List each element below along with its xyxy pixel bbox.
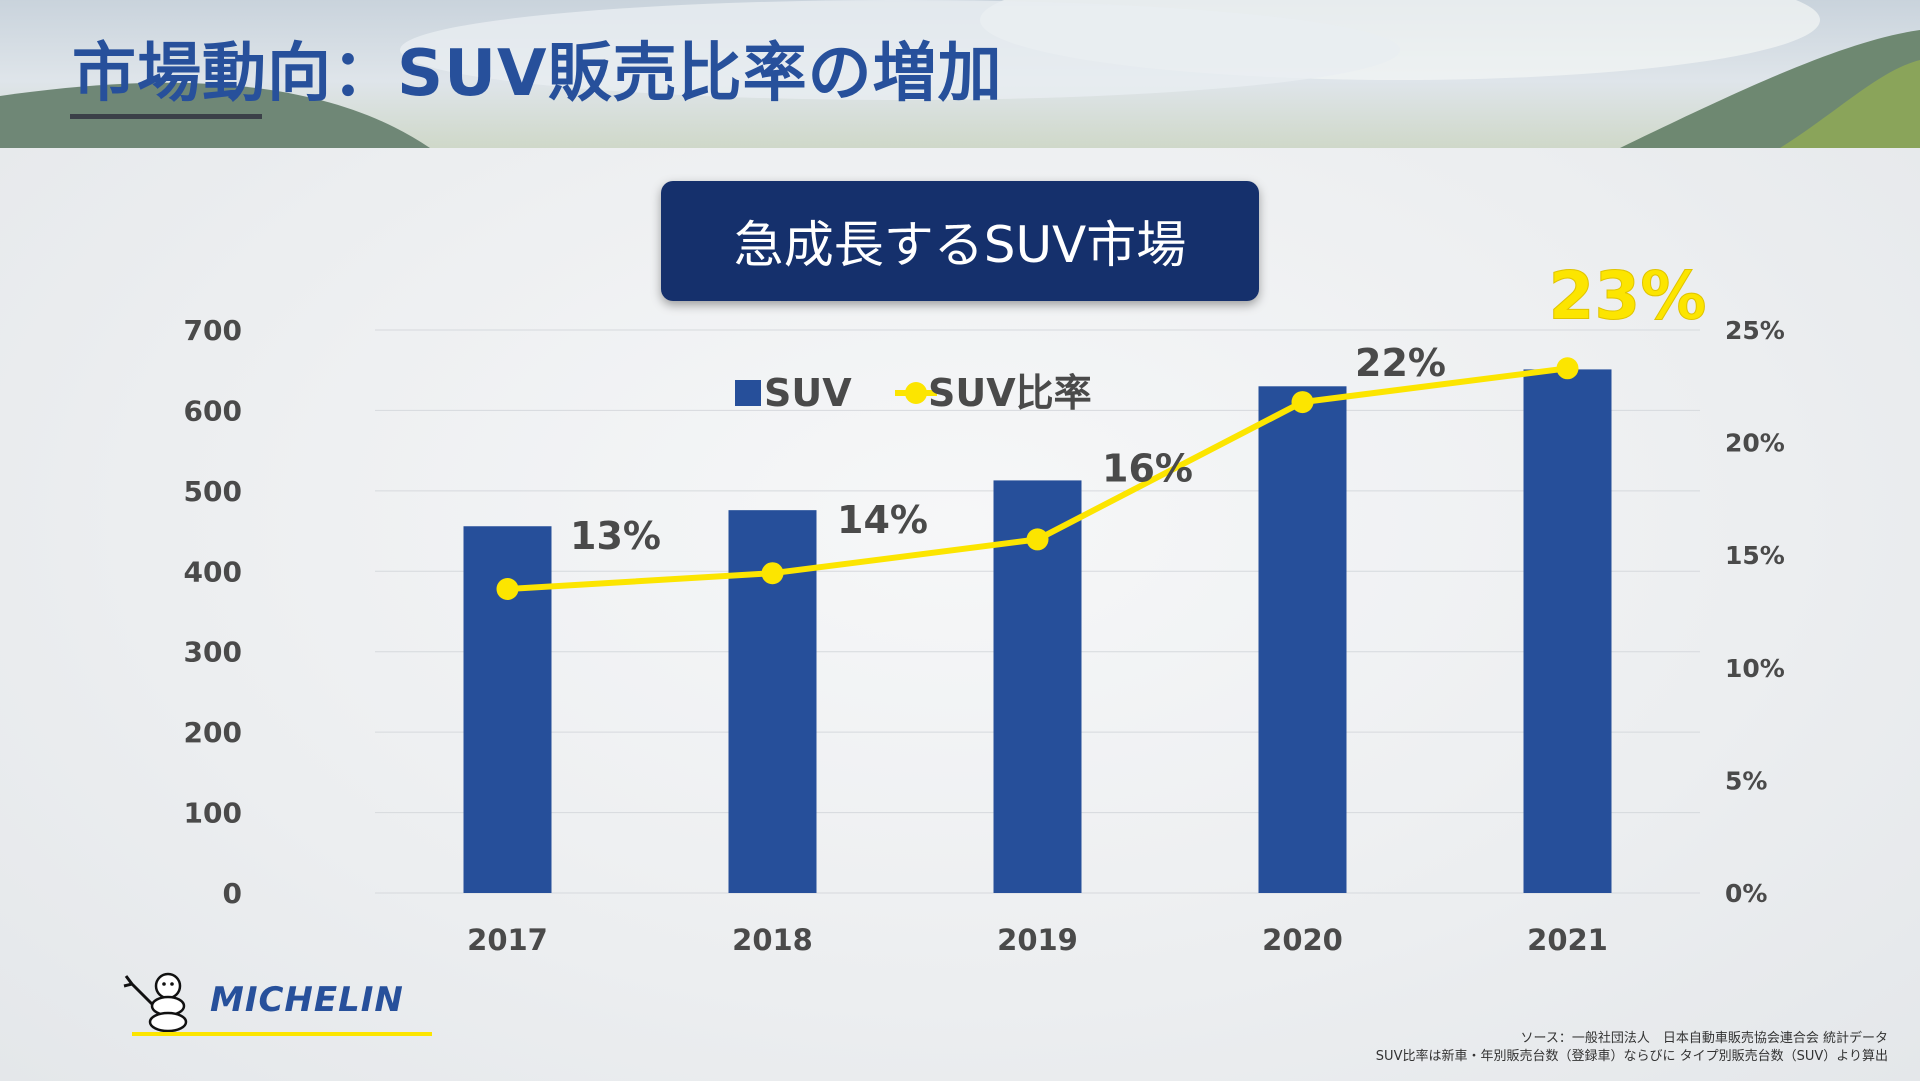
y-left-tick-label: 0: [223, 877, 242, 910]
x-tick-label: 2018: [732, 923, 813, 957]
y-left-tick-label: 400: [184, 555, 242, 588]
data-label: 22%: [1355, 341, 1446, 385]
x-tick-label: 2019: [997, 923, 1078, 957]
data-label: 14%: [837, 498, 928, 542]
point-suv-ratio: [1026, 528, 1049, 551]
logo-text: MICHELIN: [210, 980, 404, 1020]
x-tick-label: 2021: [1527, 923, 1608, 957]
x-tick-label: 2020: [1262, 923, 1343, 957]
x-tick-label: 2017: [467, 923, 548, 957]
y-left-tick-label: 200: [184, 716, 242, 749]
point-suv-ratio: [496, 577, 519, 600]
y-right-tick-label: 10%: [1725, 654, 1785, 683]
michelin-logo: MICHELIN: [118, 970, 448, 1040]
data-label-highlight: 23%: [1549, 257, 1707, 334]
data-label: 16%: [1102, 446, 1193, 490]
header-background: [0, 0, 1920, 148]
y-right-tick-label: 5%: [1725, 766, 1767, 795]
page-title: 市場動向：SUV販売比率の増加: [72, 37, 1003, 111]
y-left-tick-label: 100: [184, 797, 242, 830]
y-left-tick-label: 500: [184, 475, 242, 508]
y-right-tick-label: 25%: [1725, 316, 1785, 345]
logo-yellow-bar: [132, 1032, 432, 1036]
point-suv-ratio: [1556, 357, 1579, 380]
y-right-tick-label: 15%: [1725, 541, 1785, 570]
source-note: ソース：一般社団法人 日本自動車販売協会連合会 統計データ SUV比率は新車・年…: [1376, 1030, 1888, 1066]
legend-label-suv: SUV: [764, 371, 852, 415]
y-left-tick-label: 700: [184, 314, 242, 347]
subtitle-box: 急成長するSUV市場: [661, 181, 1259, 301]
point-suv-ratio: [761, 562, 784, 585]
legend-swatch-suv: [735, 380, 761, 406]
legend-marker-ratio: [905, 382, 927, 404]
title-underline: [70, 114, 262, 119]
y-right-tick-label: 20%: [1725, 429, 1785, 458]
landscape-banner: [0, 0, 1920, 148]
data-label: 13%: [570, 514, 661, 558]
y-left-tick-label: 600: [184, 394, 242, 427]
source-line-1: ソース：一般社団法人 日本自動車販売協会連合会 統計データ: [1520, 1031, 1888, 1046]
subtitle-text: 急成長するSUV市場: [733, 216, 1187, 274]
bar-suv: [1258, 386, 1347, 893]
y-left-tick-label: 300: [184, 636, 242, 669]
source-line-2: SUV比率は新車・年別販売台数（登録車）ならびに タイプ別販売台数（SUV）より…: [1375, 1049, 1888, 1064]
bar-suv: [1523, 369, 1612, 893]
point-suv-ratio: [1291, 391, 1314, 414]
legend-label-ratio: SUV比率: [928, 371, 1092, 415]
bibendum-icon: [123, 972, 188, 1033]
y-right-tick-label: 0%: [1725, 879, 1767, 908]
